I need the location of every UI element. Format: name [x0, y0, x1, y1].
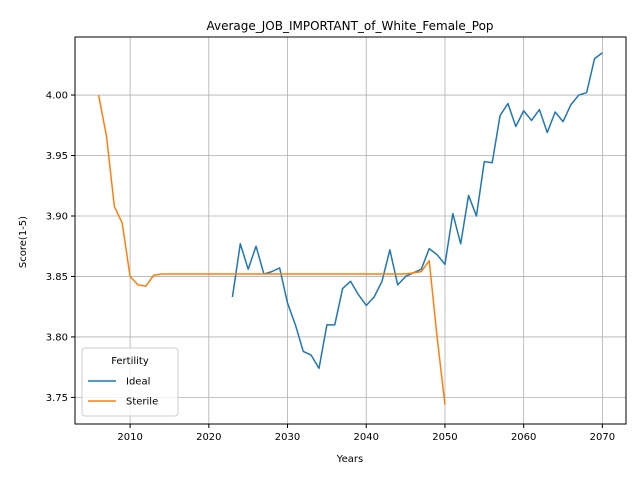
legend-entries: Ideal Sterile [88, 377, 158, 408]
grid [75, 37, 626, 424]
x-tick-label: 2050 [432, 432, 457, 443]
legend: Fertility Ideal Sterile [81, 347, 179, 417]
y-tick-label: 3.85 [46, 272, 68, 283]
y-axis: 3.75 3.80 3.85 3.90 3.95 4.00 [46, 91, 75, 404]
y-tick-label: 3.90 [46, 211, 68, 222]
legend-label-sterile: Sterile [126, 397, 158, 408]
y-tick-label: 3.95 [46, 151, 68, 162]
x-tick-label: 2040 [354, 432, 379, 443]
x-axis: 2010 2020 2030 2040 2050 2060 2070 [117, 424, 615, 443]
x-tick-label: 2030 [275, 432, 300, 443]
x-tick-label: 2010 [117, 432, 142, 443]
x-axis-label: Years [336, 454, 363, 465]
legend-label-ideal: Ideal [126, 377, 150, 388]
y-tick-label: 4.00 [46, 91, 68, 102]
series-layer [97, 52, 603, 405]
legend-box [81, 347, 179, 417]
y-tick-label: 3.80 [46, 332, 68, 343]
x-tick-label: 2060 [511, 432, 536, 443]
series-line-ideal [231, 52, 603, 370]
chart-title: Average_JOB_IMPORTANT_of_White_Female_Po… [206, 19, 493, 33]
series-line-sterile [97, 94, 446, 405]
y-tick-label: 3.75 [46, 393, 68, 404]
legend-title: Fertility [111, 356, 149, 367]
y-axis-label: Score(1-5) [18, 216, 29, 268]
x-tick-label: 2020 [196, 432, 221, 443]
plot-frame [74, 36, 627, 425]
x-tick-label: 2070 [590, 432, 615, 443]
